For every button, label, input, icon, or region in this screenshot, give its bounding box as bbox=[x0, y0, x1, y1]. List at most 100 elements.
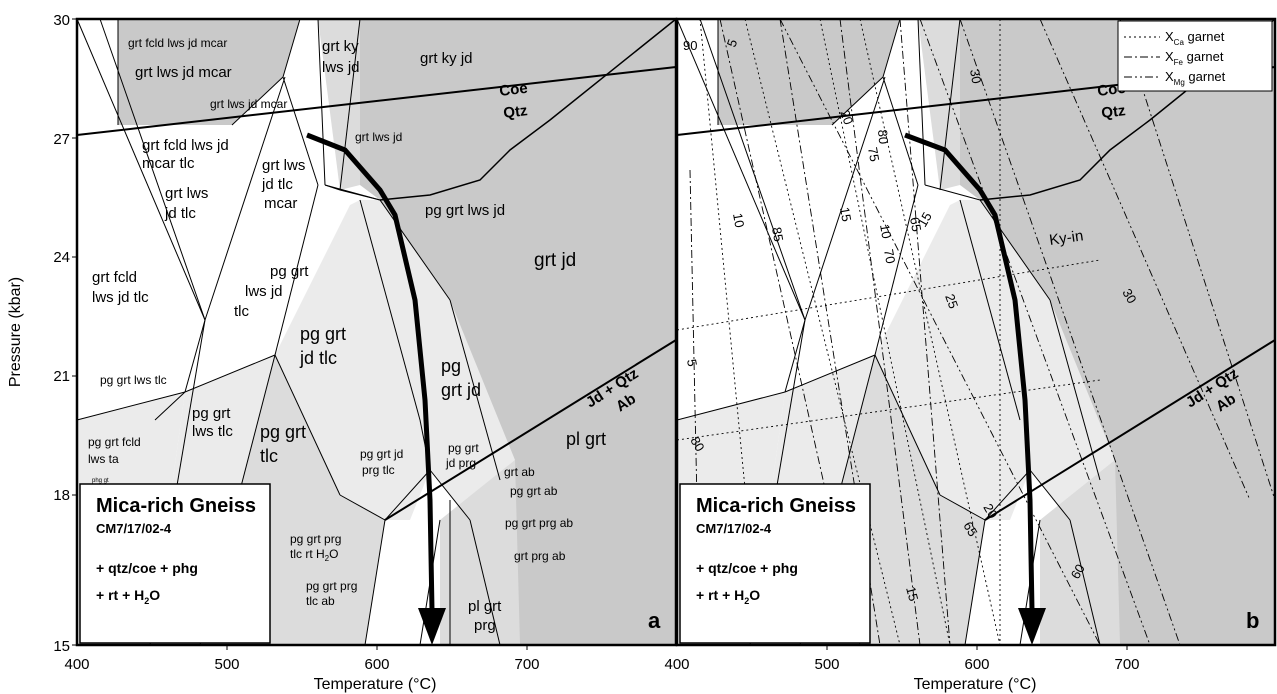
field-grt-jd bbox=[340, 19, 676, 645]
label-pg-grt-lws-jd-tlc-2: lws jd bbox=[245, 283, 283, 300]
panel-b: 90 5 20 80 30 75 10 65 15 85 10 70 15 25… bbox=[675, 17, 1277, 647]
legend-xmg-post: garnet bbox=[1185, 69, 1226, 84]
label-grt-lws-jd-tlc-mcar-3: mcar bbox=[264, 195, 297, 212]
legend-xfe-post: garnet bbox=[1183, 49, 1224, 64]
panel-letter-a: a bbox=[648, 608, 661, 633]
x-tick-a-400b: 400 bbox=[664, 656, 689, 673]
x-tick-a-400: 400 bbox=[64, 656, 89, 673]
label-pg-grt-fcld-2: lws ta bbox=[88, 452, 119, 466]
legend-xca-post: garnet bbox=[1184, 29, 1225, 44]
isopleths-xmg bbox=[779, 19, 1275, 645]
box-line2-b-sub: 2 bbox=[744, 596, 749, 606]
label-pl-grt-prg-1: pl grt bbox=[468, 598, 502, 615]
legend-xca-pre: X bbox=[1165, 29, 1174, 44]
label-pl-grt: pl grt bbox=[566, 429, 606, 449]
field-pg-grt-jd-tlc bbox=[275, 200, 430, 520]
label-pg-grt-lws-tlc: pg grt lws tlc bbox=[100, 373, 167, 387]
iso-label-80b: 80 bbox=[687, 434, 707, 454]
label-grt-lws-jd: grt lws jd bbox=[355, 130, 402, 144]
iso-label-15a: 15 bbox=[837, 206, 854, 223]
iso-label-10b: 10 bbox=[730, 212, 747, 229]
ky-in-line-a bbox=[379, 18, 677, 201]
reaction-coe-qtz-a bbox=[76, 66, 677, 136]
label-pg-grt-lws-jd: pg grt lws jd bbox=[425, 202, 505, 219]
field-b-pl-grt bbox=[1040, 460, 1120, 645]
box-sample-a: CM7/17/02-4 bbox=[96, 521, 172, 536]
legend-label-xmg: XMg garnet bbox=[1165, 69, 1226, 87]
legend-xmg-pre: X bbox=[1165, 69, 1174, 84]
legend-xfe-sub: Fe bbox=[1174, 58, 1184, 67]
label-pg-grt-lws-tlc2-2: lws tlc bbox=[192, 423, 233, 440]
label-pg-grt-fcld-1: pg grt fcld bbox=[88, 435, 141, 449]
label-pg-grt-jd-1: pg bbox=[441, 356, 461, 376]
y-tick-15: 15 bbox=[53, 638, 70, 655]
y-axis: Pressure (kbar) 30 27 24 21 18 15 bbox=[7, 12, 77, 655]
x-tick-a-700: 700 bbox=[514, 656, 539, 673]
label-grt-lws-jd-mcar: grt lws jd mcar bbox=[135, 64, 232, 81]
legend-xmg-sub: Mg bbox=[1174, 78, 1185, 87]
label-grt-lws-jd-tlc-mcar-1: grt lws bbox=[262, 157, 305, 174]
y-tick-18: 18 bbox=[53, 487, 70, 504]
iso-label-80a: 80 bbox=[875, 129, 891, 145]
y-axis-title: Pressure (kbar) bbox=[7, 277, 24, 387]
label-pg-grt-jd-2: grt jd bbox=[441, 380, 481, 400]
label-grt-ab: grt ab bbox=[504, 465, 535, 479]
field-b-pg-grt-jd-tlc bbox=[875, 200, 1030, 520]
label-grt-lws-jd-tlc-1: grt lws bbox=[165, 185, 208, 202]
y-tick-27: 27 bbox=[53, 131, 70, 148]
iso-label-90: 90 bbox=[683, 38, 697, 53]
label-grt-ky-1: grt ky bbox=[322, 38, 359, 55]
field-b-pg-grt-jd bbox=[960, 200, 1115, 520]
x-tick-marks-b bbox=[826, 645, 1128, 650]
x-tick-a-500: 500 bbox=[214, 656, 239, 673]
label-pg-grt-prg-tlc-ab-1: pg grt prg bbox=[306, 579, 357, 593]
iso-label-65b: 65 bbox=[960, 519, 980, 539]
label-pg-grt-ab: pg grt ab bbox=[510, 484, 558, 498]
iso-label-60: 60 bbox=[1068, 561, 1088, 581]
field-b-dark-right bbox=[940, 19, 1275, 645]
x-tick-marks-a bbox=[226, 645, 528, 650]
field-pg-grt-jd bbox=[360, 200, 515, 520]
label-pg-grt-tlc-2: tlc bbox=[260, 446, 278, 466]
label-grt-lws-jd-mcar-small: grt lws jd mcar bbox=[210, 97, 287, 111]
y-tick-24: 24 bbox=[53, 249, 70, 266]
label-grt-prg-ab: grt prg ab bbox=[514, 549, 566, 563]
label-pg-grt-prg-tlc-2-sub: 2 bbox=[325, 554, 330, 563]
iso-label-15b: 15 bbox=[915, 209, 935, 229]
isopleth-labels: 90 5 20 80 30 75 10 65 15 85 10 70 15 25… bbox=[683, 37, 1140, 603]
label-pg-grt-lws-jd-tlc-3: tlc bbox=[234, 303, 250, 320]
panel-letter-b: b bbox=[1246, 608, 1259, 633]
x-axis-title-a: Temperature (°C) bbox=[314, 676, 437, 693]
field-grt-lws-jd-mcar bbox=[118, 19, 300, 125]
box-line2-b: + rt + H2O bbox=[696, 587, 760, 606]
iso-label-70: 70 bbox=[881, 248, 898, 265]
label-grt-lws-jd-tlc-mcar-2: jd tlc bbox=[261, 176, 293, 193]
label-grt-fcld-lws-jd-2: mcar tlc bbox=[142, 155, 195, 172]
iso-label-30b: 30 bbox=[1119, 286, 1139, 306]
x-tick-b-700: 700 bbox=[1114, 656, 1139, 673]
label-phg-gt: phg gt bbox=[92, 478, 109, 484]
label-grt-fcld-lws-jd-mcar: grt fcld lws jd mcar bbox=[128, 36, 227, 50]
ky-in-line-b bbox=[979, 18, 1276, 201]
box-title-b: Mica-rich Gneiss bbox=[696, 495, 856, 517]
assemblage-box-b: Mica-rich Gneiss CM7/17/02-4 + qtz/coe +… bbox=[679, 483, 871, 644]
label-qtz-b: Qtz bbox=[1100, 102, 1126, 122]
box-line2-a-post: O bbox=[149, 587, 160, 603]
label-ky-in-b: Ky-in bbox=[1048, 227, 1084, 249]
label-grt-ky-2: lws jd bbox=[322, 59, 360, 76]
label-pg-grt-jd-tlc-2: jd tlc bbox=[299, 348, 337, 368]
legend-label-xfe: XFe garnet bbox=[1165, 49, 1224, 67]
label-grt-fcld-lws-jd-1: grt fcld lws jd bbox=[142, 137, 229, 154]
iso-label-25: 25 bbox=[942, 292, 961, 311]
pt-path-a bbox=[306, 132, 435, 611]
legend-xfe-pre: X bbox=[1165, 49, 1174, 64]
label-grt-lws-jd-tlc-2: jd tlc bbox=[164, 205, 196, 222]
pt-path-b bbox=[904, 132, 1035, 611]
label-coe-a: Coe bbox=[498, 80, 528, 100]
label-pg-grt-jd-prg-1: pg grt bbox=[448, 441, 479, 455]
legend-label-xca: XCa garnet bbox=[1165, 29, 1225, 47]
iso-label-85: 85 bbox=[769, 226, 786, 243]
label-pg-grt-jd-tlc-1: pg grt bbox=[300, 324, 346, 344]
label-pg-grt-jd-prg-2: jd prg bbox=[445, 456, 476, 470]
